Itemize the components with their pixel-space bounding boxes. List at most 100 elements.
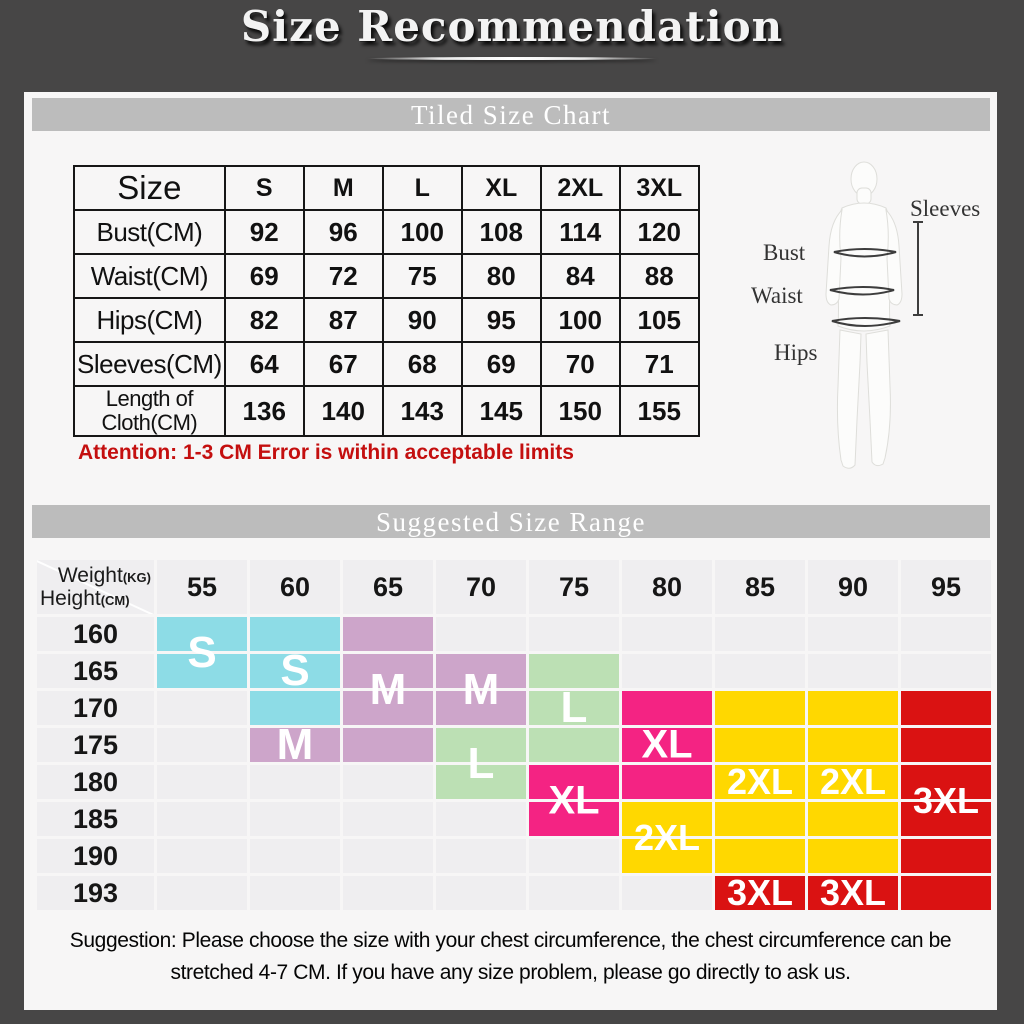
size-range-cell bbox=[901, 876, 991, 910]
size-range-cell bbox=[808, 839, 898, 873]
weight-header-cell: 65 bbox=[343, 560, 433, 614]
size-table-value-cell: 68 bbox=[381, 341, 463, 387]
size-table-column-header: M bbox=[302, 165, 384, 211]
size-range-cell bbox=[622, 728, 712, 762]
height-label-cell: 193 bbox=[37, 876, 154, 910]
suggestion-line-2: stretched 4-7 CM. If you have any size p… bbox=[170, 961, 851, 984]
height-axis-text: Height bbox=[40, 587, 101, 610]
size-table-value-cell: 69 bbox=[223, 253, 305, 299]
size-range-cell bbox=[343, 728, 433, 762]
size-range-cell bbox=[808, 802, 898, 836]
size-range-grid: Weight(KG) Height(CM) 55 60 65 70 75 80 85 90 95 16… bbox=[37, 560, 991, 913]
weight-header-cell: 70 bbox=[436, 560, 526, 614]
size-range-cell bbox=[157, 876, 247, 910]
weight-header-cell: 95 bbox=[901, 560, 991, 614]
waist-measure-line bbox=[829, 286, 895, 296]
body-silhouette bbox=[825, 161, 923, 469]
size-range-cell bbox=[250, 839, 340, 873]
size-range-cell bbox=[250, 617, 340, 651]
size-table-value-cell: 67 bbox=[302, 341, 384, 387]
size-table-row-label: Bust(CM) bbox=[73, 209, 226, 255]
size-range-cell bbox=[529, 839, 619, 873]
size-range-cell bbox=[901, 765, 991, 799]
size-range-cell bbox=[157, 765, 247, 799]
size-range-cell bbox=[250, 876, 340, 910]
size-table-value-cell: 120 bbox=[618, 209, 700, 255]
size-range-cell bbox=[436, 839, 526, 873]
size-table-row: Sleeves(CM) 64 67 68 69 70 71 bbox=[73, 341, 700, 387]
size-range-cell bbox=[808, 617, 898, 651]
size-range-cell bbox=[250, 728, 340, 762]
size-range-cell bbox=[715, 728, 805, 762]
size-range-cell bbox=[901, 617, 991, 651]
size-table-value-cell: 145 bbox=[460, 385, 542, 437]
size-range-cell bbox=[529, 728, 619, 762]
size-range-cell bbox=[715, 691, 805, 725]
size-range-cell bbox=[529, 691, 619, 725]
size-table-row: Waist(CM) 69 72 75 80 84 88 bbox=[73, 253, 700, 299]
size-range-cell bbox=[808, 691, 898, 725]
size-table-value-cell: 90 bbox=[381, 297, 463, 343]
human-figure-icon bbox=[825, 161, 903, 469]
size-table-column-header: 2XL bbox=[539, 165, 621, 211]
size-range-cell bbox=[250, 691, 340, 725]
size-range-cell bbox=[343, 802, 433, 836]
size-table-value-cell: 140 bbox=[302, 385, 384, 437]
page-title: Size Recommendation bbox=[240, 2, 784, 51]
weight-axis-unit: (KG) bbox=[122, 570, 151, 585]
weight-axis-text: Weight bbox=[57, 564, 123, 587]
size-range-cell bbox=[529, 802, 619, 836]
size-table-row: Length of Cloth(CM) 136 140 143 145 150 155 bbox=[73, 385, 700, 437]
size-range-cell bbox=[622, 876, 712, 910]
size-table-value-cell: 136 bbox=[223, 385, 305, 437]
size-table-row-label: Waist(CM) bbox=[73, 253, 226, 299]
size-table-row-label: Hips(CM) bbox=[73, 297, 226, 343]
weight-header-cell: 60 bbox=[250, 560, 340, 614]
tiled-size-chart-bar: Tiled Size Chart bbox=[32, 98, 990, 131]
size-range-cell bbox=[622, 691, 712, 725]
size-range-cell bbox=[436, 876, 526, 910]
size-range-cell bbox=[901, 839, 991, 873]
size-table-column-header: S bbox=[223, 165, 305, 211]
size-range-cell bbox=[622, 839, 712, 873]
size-table-value-cell: 96 bbox=[302, 209, 384, 255]
size-range-cell bbox=[715, 876, 805, 910]
size-range-cell bbox=[157, 617, 247, 651]
title-divider bbox=[367, 57, 657, 60]
suggested-size-range-title: Suggested Size Range bbox=[376, 507, 646, 537]
figure-label-waist: Waist bbox=[751, 283, 803, 308]
size-table-column-header: L bbox=[381, 165, 463, 211]
size-range-cell bbox=[901, 654, 991, 688]
weight-header-cell: 85 bbox=[715, 560, 805, 614]
size-range-cell bbox=[157, 839, 247, 873]
size-range-cell bbox=[901, 802, 991, 836]
size-range-cell bbox=[157, 728, 247, 762]
size-table-value-cell: 100 bbox=[381, 209, 463, 255]
size-range-cell bbox=[343, 876, 433, 910]
size-range-cell bbox=[808, 728, 898, 762]
suggestion-note: Suggestion: Please choose the size with … bbox=[24, 925, 997, 989]
attention-note: Attention: 1-3 CM Error is within accept… bbox=[78, 441, 574, 464]
size-table-value-cell: 64 bbox=[223, 341, 305, 387]
size-range-cell bbox=[529, 617, 619, 651]
size-range-cell bbox=[529, 876, 619, 910]
tiled-size-chart-title: Tiled Size Chart bbox=[410, 100, 611, 130]
size-range-cell bbox=[436, 691, 526, 725]
size-table-corner-cell: Size bbox=[73, 165, 226, 211]
size-table-value-cell: 70 bbox=[539, 341, 621, 387]
size-table-value-cell: 88 bbox=[618, 253, 700, 299]
height-label-cell: 190 bbox=[37, 839, 154, 873]
size-range-cell bbox=[157, 654, 247, 688]
size-range-cell bbox=[622, 617, 712, 651]
size-table-value-cell: 82 bbox=[223, 297, 305, 343]
weight-axis-label: Weight(KG) bbox=[58, 564, 151, 588]
size-table-row: Bust(CM) 92 96 100 108 114 120 bbox=[73, 209, 700, 255]
weight-header-cell: 75 bbox=[529, 560, 619, 614]
size-range-cell bbox=[343, 617, 433, 651]
size-range-cell bbox=[901, 691, 991, 725]
size-table-value-cell: 80 bbox=[460, 253, 542, 299]
height-label-cell: 175 bbox=[37, 728, 154, 762]
size-range-cell bbox=[157, 802, 247, 836]
size-range-cell bbox=[715, 839, 805, 873]
